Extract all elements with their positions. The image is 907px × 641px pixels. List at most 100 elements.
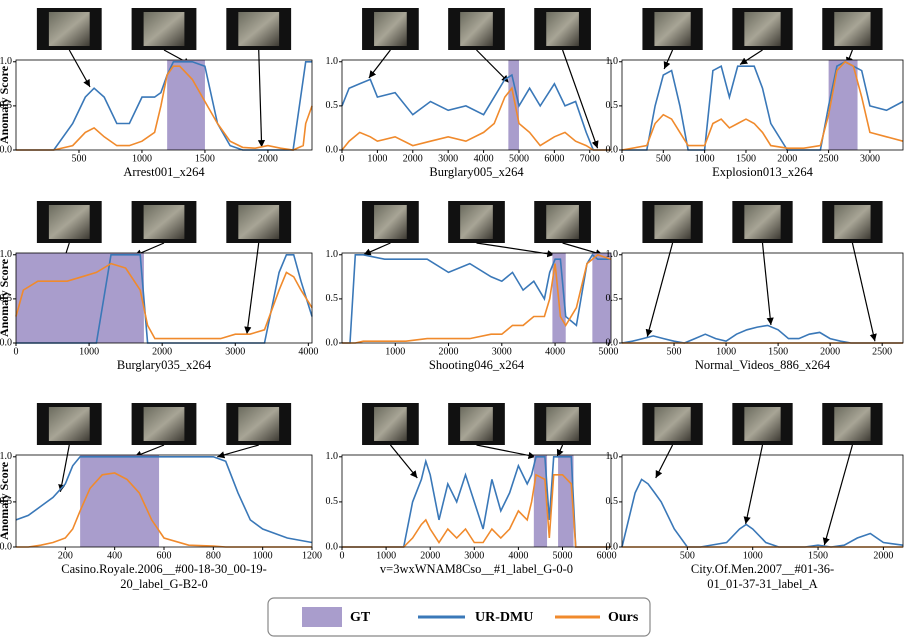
y-tick-label: 1.0 bbox=[326, 451, 339, 462]
legend-label: GT bbox=[350, 610, 371, 625]
x-tick-label: 200 bbox=[58, 550, 73, 561]
x-tick-label: 1000 bbox=[376, 550, 396, 561]
thumbnail-image bbox=[834, 12, 870, 46]
x-axis-label: Casino.Royale.2006__#00-18-30_00-19- bbox=[61, 562, 267, 576]
y-tick-label: 0.0 bbox=[606, 337, 619, 348]
thumbnail-image bbox=[834, 205, 870, 239]
y-tick-label: 1.0 bbox=[326, 249, 339, 260]
x-tick-label: 5000 bbox=[509, 153, 529, 164]
plot-frame bbox=[622, 60, 903, 150]
y-tick-label: 0.5 bbox=[326, 293, 339, 304]
plot-frame bbox=[622, 455, 903, 547]
x-tick-label: 3000 bbox=[492, 346, 512, 357]
arrow bbox=[247, 243, 259, 334]
x-tick-label: 500 bbox=[667, 346, 682, 357]
thumbnail-image bbox=[238, 12, 279, 46]
x-axis-label: Normal_Videos_886_x264 bbox=[695, 358, 831, 372]
thumbnail-image bbox=[460, 205, 493, 239]
gt-span bbox=[829, 60, 858, 150]
x-tick-label: 2500 bbox=[872, 346, 892, 357]
thumbnail-image bbox=[834, 407, 870, 441]
y-tick-label: 1.0 bbox=[606, 249, 619, 260]
series-line bbox=[342, 255, 611, 343]
thumbnail-image bbox=[654, 205, 690, 239]
x-tick-label: 2000 bbox=[873, 550, 893, 561]
thumbnail-image bbox=[654, 407, 690, 441]
plot-frame bbox=[342, 253, 611, 343]
x-tick-label: 1500 bbox=[808, 550, 828, 561]
x-tick-label: 0 bbox=[340, 153, 345, 164]
y-tick-label: 1.0 bbox=[326, 56, 339, 67]
x-tick-label: 4000 bbox=[508, 550, 528, 561]
thumbnail-image bbox=[144, 407, 185, 441]
thumbnail-image bbox=[546, 407, 579, 441]
x-tick-label: 7000 bbox=[580, 153, 600, 164]
y-tick-label: 0.5 bbox=[326, 100, 339, 111]
thumbnail-image bbox=[460, 12, 493, 46]
y-tick-label: 1.0 bbox=[0, 451, 12, 462]
y-tick-label: 1.0 bbox=[606, 56, 619, 67]
y-tick-label: 0.0 bbox=[0, 144, 12, 155]
x-tick-label: 4000 bbox=[474, 153, 494, 164]
thumbnail-image bbox=[654, 12, 690, 46]
thumbnail-image bbox=[374, 205, 407, 239]
gt-span bbox=[508, 60, 519, 150]
x-tick-label: 3000 bbox=[464, 550, 484, 561]
plot-frame bbox=[16, 60, 312, 150]
x-tick-label: 1200 bbox=[302, 550, 322, 561]
x-axis-label: Shooting046_x264 bbox=[429, 358, 525, 372]
x-tick-label: 500 bbox=[71, 153, 86, 164]
x-tick-label: 1000 bbox=[743, 550, 763, 561]
series-line bbox=[16, 66, 312, 150]
plot-frame bbox=[16, 455, 312, 547]
thumbnail-image bbox=[374, 407, 407, 441]
y-tick-label: 0.0 bbox=[326, 337, 339, 348]
y-tick-label: 0.5 bbox=[326, 496, 339, 507]
x-tick-label: 6000 bbox=[544, 153, 564, 164]
series-line bbox=[342, 88, 611, 150]
gt-span bbox=[80, 455, 159, 547]
x-tick-label: 1500 bbox=[736, 153, 756, 164]
series-line bbox=[16, 62, 312, 150]
x-tick-label: 1500 bbox=[768, 346, 788, 357]
series-line bbox=[16, 457, 312, 543]
y-tick-label: 0.0 bbox=[606, 144, 619, 155]
arrow bbox=[647, 243, 672, 337]
x-tick-label: 1000 bbox=[253, 550, 273, 561]
x-axis-label: Burglary035_x264 bbox=[117, 358, 212, 372]
x-tick-label: 0 bbox=[620, 153, 625, 164]
x-tick-label: 1000 bbox=[79, 346, 99, 357]
x-tick-label: 2000 bbox=[258, 153, 278, 164]
arrow bbox=[259, 50, 262, 147]
y-tick-label: 0.0 bbox=[0, 337, 12, 348]
arrow bbox=[664, 50, 672, 69]
arrow bbox=[369, 50, 391, 78]
x-tick-label: 2000 bbox=[403, 153, 423, 164]
x-tick-label: 0 bbox=[340, 550, 345, 561]
x-axis-label: 01_01-37-31_label_A bbox=[707, 577, 817, 591]
x-tick-label: 1000 bbox=[132, 153, 152, 164]
arrow bbox=[824, 445, 852, 545]
x-axis-label: Arrest001_x264 bbox=[123, 165, 205, 179]
series-line bbox=[622, 325, 903, 343]
legend-swatch bbox=[302, 607, 342, 627]
subplot: 0.00.51.0050010001500200025003000Explosi… bbox=[606, 8, 904, 179]
thumbnail-image bbox=[460, 407, 493, 441]
arrow bbox=[740, 50, 762, 65]
x-tick-label: 3000 bbox=[860, 153, 880, 164]
x-tick-label: 500 bbox=[656, 153, 671, 164]
x-tick-label: 400 bbox=[107, 550, 122, 561]
thumbnail-image bbox=[49, 407, 90, 441]
x-axis-label: 20_label_G-B2-0 bbox=[120, 577, 207, 591]
x-tick-label: 3000 bbox=[438, 153, 458, 164]
x-tick-label: 2500 bbox=[819, 153, 839, 164]
series-line bbox=[16, 473, 312, 547]
x-tick-label: 600 bbox=[157, 550, 172, 561]
x-tick-label: 1000 bbox=[367, 153, 387, 164]
arrow bbox=[656, 445, 673, 478]
x-tick-label: 1000 bbox=[385, 346, 405, 357]
y-tick-label: 0.0 bbox=[606, 541, 619, 552]
